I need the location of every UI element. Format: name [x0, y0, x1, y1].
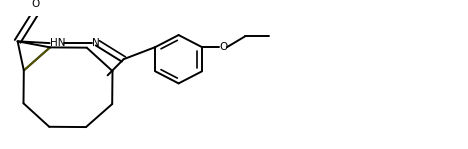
Text: O: O	[219, 42, 227, 52]
Text: HN: HN	[50, 38, 65, 48]
Text: N: N	[92, 38, 99, 48]
Text: O: O	[31, 0, 40, 9]
